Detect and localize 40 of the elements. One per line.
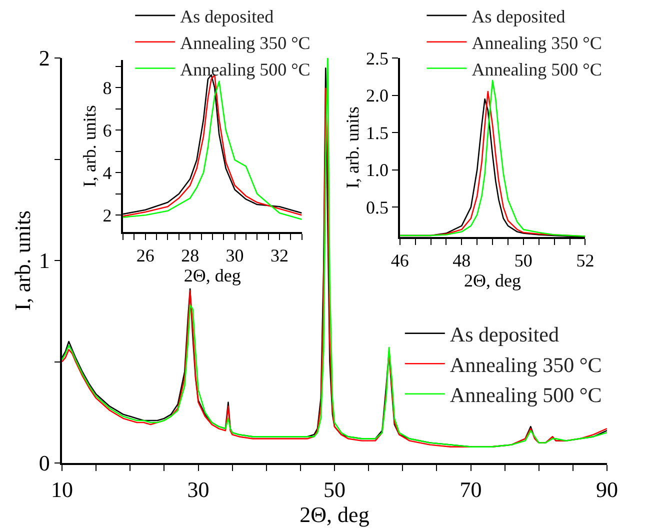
x-tick-label: 46 xyxy=(390,250,409,270)
x-tick-label: 48 xyxy=(452,250,471,270)
y-tick-label: 1.0 xyxy=(366,160,389,180)
legend-label: As deposited xyxy=(450,322,560,346)
x-axis-title: 2Θ, deg xyxy=(184,266,241,286)
x-tick-label: 90 xyxy=(596,477,618,502)
x-axis-title: 2Θ, deg xyxy=(300,502,370,528)
y-axis-title: I, arb. units xyxy=(79,105,100,188)
y-tick-label: 1.5 xyxy=(366,122,389,143)
y-tick-label: 0 xyxy=(38,450,50,476)
y-axis-title: I, arb. units xyxy=(10,210,36,311)
y-tick-label: 2.5 xyxy=(366,48,389,68)
x-tick-label: 50 xyxy=(324,477,346,502)
y-tick-label: 6 xyxy=(102,120,112,140)
legend-label: As deposited xyxy=(180,6,274,26)
legend-label: Annealing 500 °C xyxy=(180,59,310,80)
legend-label: Annealing 500 °C xyxy=(472,59,602,80)
y-tick-label: 8 xyxy=(102,78,112,98)
x-tick-label: 32 xyxy=(270,246,288,266)
legend-label: As deposited xyxy=(472,6,566,26)
x-tick-label: 30 xyxy=(187,477,210,502)
y-axis-title: I, arb. units xyxy=(342,106,363,188)
x-tick-label: 70 xyxy=(460,477,482,502)
x-tick-label: 28 xyxy=(181,246,200,266)
y-tick-label: 4 xyxy=(102,162,112,183)
x-tick-label: 26 xyxy=(136,246,154,266)
y-tick-label: 0.5 xyxy=(366,197,389,218)
legend-label: Annealing 500 °C xyxy=(450,383,602,408)
x-tick-label: 50 xyxy=(514,250,532,270)
x-tick-label: 30 xyxy=(226,246,244,266)
legend-label: Annealing 350 °C xyxy=(472,32,602,53)
y-tick-label: 2.0 xyxy=(366,86,389,106)
y-tick-label: 1 xyxy=(38,248,50,274)
y-tick-label: 2 xyxy=(38,46,50,71)
x-axis-title: 2Θ, deg xyxy=(464,270,522,290)
legend-label: Annealing 350 °C xyxy=(180,32,310,53)
legend-label: Annealing 350 °C xyxy=(450,352,602,377)
y-tick-label: 2 xyxy=(102,205,112,226)
x-tick-label: 52 xyxy=(576,250,594,270)
x-tick-label: 10 xyxy=(51,477,73,502)
